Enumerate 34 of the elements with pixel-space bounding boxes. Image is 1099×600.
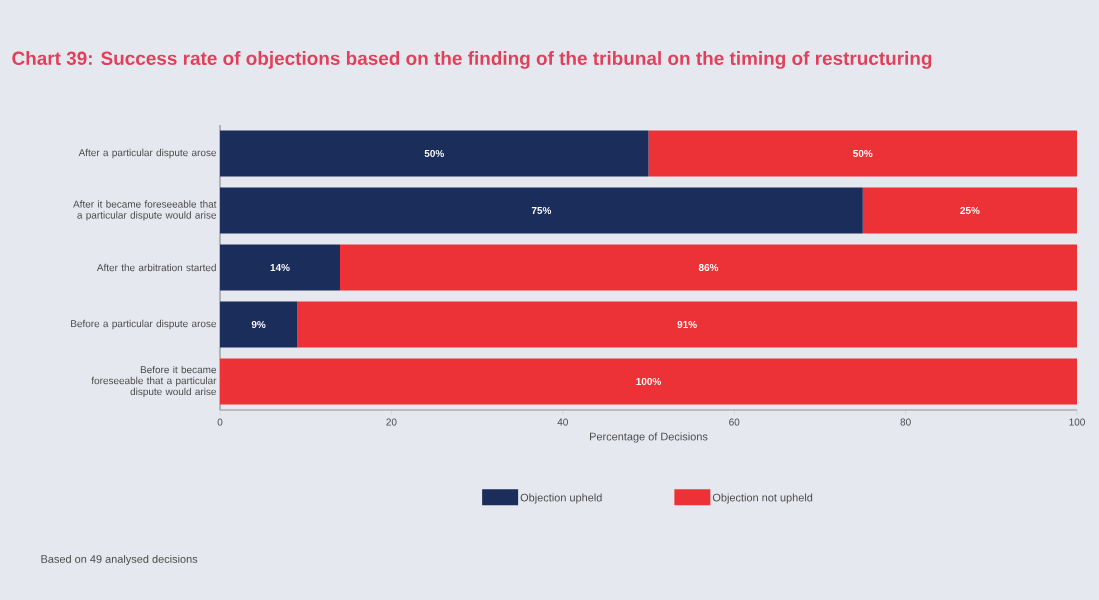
data-label: 91%	[677, 320, 697, 329]
y-tick-label: After the arbitration started	[96, 263, 216, 272]
data-label: 14%	[270, 263, 290, 271]
bar	[220, 244, 340, 291]
x-tick-label: 60	[729, 418, 740, 426]
text: Based on 49 analysed decisions	[41, 554, 198, 566]
x-tick-label: 0	[217, 418, 223, 426]
x-tick-label: 20	[386, 418, 397, 426]
data-label: 75%	[531, 206, 552, 214]
data-label: 25%	[960, 206, 980, 215]
bar	[220, 187, 863, 234]
data-label: 100%	[636, 377, 661, 386]
chart-title: Chart 39: Success rate of objections based on the finding of the tribunal on the timing of restructuring	[12, 51, 932, 69]
y-tick-label: After it became foreseeable that a particular dispute would arise	[73, 200, 217, 221]
legend-label: Objection not upheld	[712, 493, 813, 504]
x-tick-label: 40	[557, 418, 568, 426]
y-tick-label: Before a particular dispute arose	[71, 319, 217, 330]
bar	[220, 301, 298, 348]
y-tick-label: After a particular dispute arose	[78, 148, 217, 159]
bar	[220, 358, 1078, 405]
data-label: 50%	[424, 149, 444, 158]
x-tick-label: 80	[900, 418, 911, 426]
x-axis-title: Percentage of Decisions	[590, 432, 708, 443]
legend-label: Objection upheld	[520, 493, 602, 504]
bar	[220, 130, 649, 177]
data-label: 86%	[698, 263, 719, 272]
y-tick-label: Before it became foreseeable that a particular dispute would arise	[91, 365, 217, 398]
bar	[297, 301, 1078, 348]
x-tick-label: 100	[1069, 418, 1085, 426]
bar	[862, 187, 1078, 234]
bar	[648, 130, 1078, 177]
data-label: 50%	[853, 149, 873, 158]
data-label: 9%	[251, 320, 266, 329]
bar	[339, 244, 1078, 291]
